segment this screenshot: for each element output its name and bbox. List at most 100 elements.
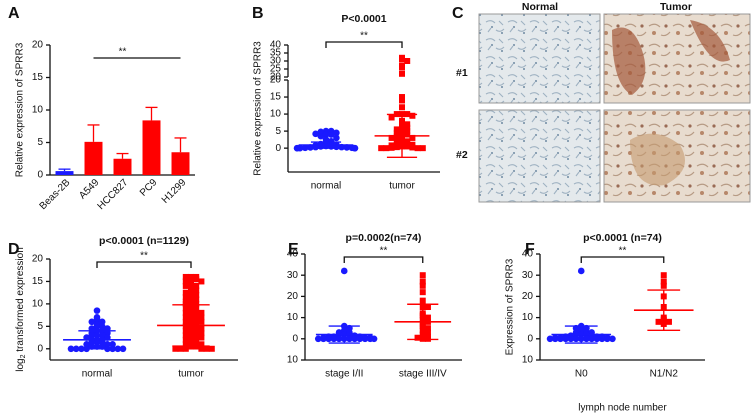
data-point xyxy=(333,129,340,137)
data-point xyxy=(351,144,359,152)
significance-bracket xyxy=(96,261,192,268)
data-point xyxy=(322,131,330,138)
data-point xyxy=(182,318,189,325)
data-point xyxy=(378,145,385,152)
y-tick-label: 30 xyxy=(270,56,282,67)
x-axis-label: lymph node number xyxy=(578,403,667,414)
data-point xyxy=(312,130,319,138)
data-point xyxy=(361,335,369,343)
data-point xyxy=(399,94,405,101)
data-point xyxy=(388,114,395,121)
data-point xyxy=(419,297,426,304)
y-tick-label: 20 xyxy=(287,291,299,302)
data-point xyxy=(419,289,426,296)
data-point xyxy=(320,335,327,343)
data-point xyxy=(404,124,411,131)
significance-bracket xyxy=(325,41,403,48)
panel-letter: F xyxy=(525,241,535,258)
chart-title: p<0.0001 (n=74) xyxy=(583,232,662,244)
data-point xyxy=(414,145,421,152)
x-tick-label: tumor xyxy=(178,369,204,380)
data-point xyxy=(335,335,343,343)
data-point xyxy=(609,335,616,343)
data-point xyxy=(193,282,200,289)
data-point xyxy=(182,278,189,285)
data-point xyxy=(370,335,378,343)
y-axis-label: log2 transformed expression xyxy=(15,247,27,372)
data-point xyxy=(424,325,431,332)
data-point xyxy=(665,318,672,325)
data-point xyxy=(346,335,353,343)
micrograph xyxy=(478,13,601,104)
x-tick-label: normal xyxy=(311,181,342,192)
x-tick-label: N1/N2 xyxy=(650,369,679,380)
data-point xyxy=(198,334,205,341)
row-label: #2 xyxy=(456,149,468,161)
significance: ** xyxy=(119,47,127,58)
data-point xyxy=(182,345,189,352)
y-tick-label: 20 xyxy=(32,40,44,51)
data-point xyxy=(182,273,189,280)
data-point xyxy=(193,296,200,303)
y-tick-label: 15 xyxy=(32,276,44,287)
stain xyxy=(630,133,685,186)
data-point xyxy=(198,330,205,337)
bar xyxy=(142,120,161,175)
data-point xyxy=(393,126,400,133)
y-tick-label: 0 xyxy=(275,143,281,154)
data-point xyxy=(193,336,200,343)
data-point xyxy=(572,335,580,343)
data-point xyxy=(193,291,200,298)
data-point xyxy=(72,345,80,353)
data-point xyxy=(198,278,205,285)
bar xyxy=(171,152,190,175)
data-point xyxy=(388,134,395,141)
data-point xyxy=(182,300,189,307)
y-axis-label: Relative expression of SPRR3 xyxy=(253,41,264,176)
data-point xyxy=(567,335,575,343)
data-point xyxy=(182,323,189,330)
data-point xyxy=(399,104,405,111)
y-tick-label: 0 xyxy=(527,333,533,344)
y-tick-label: 15 xyxy=(32,72,44,83)
x-tick-label: stage III/IV xyxy=(399,369,447,380)
data-point xyxy=(577,267,585,275)
y-tick-label: 35 xyxy=(270,48,282,59)
y-axis-label: Relative expression of SPRR3 xyxy=(15,42,26,177)
data-point xyxy=(182,282,189,289)
data-point xyxy=(424,304,431,310)
data-point xyxy=(333,134,340,142)
data-point xyxy=(193,305,200,312)
data-point xyxy=(182,341,189,348)
data-point xyxy=(383,145,390,152)
data-point xyxy=(593,335,601,343)
data-point xyxy=(660,272,667,279)
data-point xyxy=(193,323,200,330)
data-point xyxy=(114,345,122,353)
y-tick-label: 25 xyxy=(270,64,282,75)
data-point xyxy=(198,325,205,332)
data-point xyxy=(414,334,421,341)
data-point xyxy=(208,345,215,352)
row-label: #1 xyxy=(456,67,468,79)
data-point xyxy=(409,144,416,151)
x-tick-label: PC9 xyxy=(138,177,160,199)
data-point xyxy=(419,272,426,279)
significance: ** xyxy=(140,251,148,262)
data-point xyxy=(562,335,569,343)
data-point xyxy=(198,345,205,352)
data-point xyxy=(182,332,189,339)
data-point xyxy=(603,335,611,343)
data-point xyxy=(404,58,411,64)
x-tick-label: HCC827 xyxy=(96,177,131,212)
x-tick-label: A549 xyxy=(77,177,102,202)
panel-letter: D xyxy=(8,241,20,258)
data-point xyxy=(188,296,194,303)
data-point xyxy=(393,138,400,145)
y-tick-label: 30 xyxy=(522,270,534,281)
data-point xyxy=(193,327,200,334)
significance-bracket xyxy=(580,256,665,263)
y-tick-label: 20 xyxy=(270,72,282,83)
data-point xyxy=(182,289,189,296)
